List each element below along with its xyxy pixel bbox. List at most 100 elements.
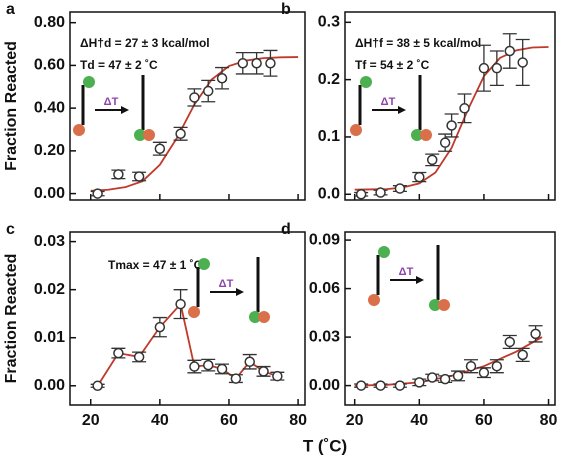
data-point [414, 171, 425, 183]
data-point [175, 298, 186, 310]
data-point [452, 370, 464, 382]
data-point [375, 187, 386, 198]
y-tick-label: 0.60 [34, 57, 65, 74]
data-point [439, 137, 451, 148]
arrow-label: ΔT [381, 96, 396, 108]
icon-quench [198, 258, 210, 270]
data-point [394, 183, 406, 194]
annotation: Td = 47 ± 2 ˚C [80, 58, 158, 72]
data-point [530, 328, 541, 340]
icon-quench [438, 299, 450, 311]
x-tick-label: 20 [346, 412, 364, 429]
data-point [230, 373, 242, 384]
x-tick-label: 40 [410, 412, 428, 429]
y-tick-label: 0.1 [318, 128, 340, 145]
x-tick-label: 80 [289, 412, 307, 429]
data-point [394, 380, 406, 391]
data-point [251, 58, 262, 69]
data-point [154, 321, 166, 333]
y-tick-label: 0.20 [34, 142, 65, 159]
data-point [459, 103, 470, 114]
y-tick-label: 0.00 [34, 185, 65, 202]
data-point [426, 372, 438, 383]
plot-frame [69, 231, 306, 406]
icon-fluor [73, 124, 85, 136]
data-point [113, 347, 124, 359]
data-point [265, 58, 276, 69]
y-tick-label: 0.00 [309, 377, 340, 394]
panel-letter: a [6, 1, 15, 18]
icon-arrowhead [398, 106, 406, 114]
data-point [504, 336, 516, 348]
data-point [202, 359, 214, 371]
icon-fluor [249, 311, 261, 323]
y-tick-label: 0.0 [318, 185, 340, 202]
data-point [439, 373, 451, 385]
y-tick-label: 0.06 [309, 280, 340, 297]
icon-quench [378, 246, 390, 258]
y-tick-label: 0.03 [34, 233, 65, 250]
data-point [189, 92, 200, 103]
data-point [375, 380, 386, 391]
y-tick-label: 0.09 [309, 231, 340, 248]
data-point [216, 363, 228, 375]
data-point [478, 367, 490, 378]
icon-fluor [411, 129, 423, 141]
data-point [517, 349, 528, 361]
x-tick-label: 40 [151, 412, 169, 429]
x-tick-label: 20 [82, 412, 100, 429]
data-point [426, 154, 438, 166]
data-point [202, 85, 214, 97]
data-point [465, 360, 477, 372]
icon-arrowhead [236, 288, 244, 296]
panel-letter: d [281, 221, 291, 238]
icon-fluor [429, 299, 441, 311]
y-axis-label: Fraction Reacted [3, 41, 20, 171]
icon-quench [258, 311, 270, 323]
icon-quench [143, 129, 155, 141]
data-point [258, 366, 269, 377]
data-point [92, 380, 103, 392]
annotation: Tmax = 47 ± 1 ˚C [108, 258, 203, 272]
y-tick-label: 0.80 [34, 14, 65, 31]
data-point [175, 128, 186, 140]
icon-quench [420, 129, 432, 141]
icon-fluor [134, 129, 146, 141]
data-point [478, 62, 490, 74]
data-point [491, 360, 503, 372]
icon-fluor [188, 306, 200, 318]
y-tick-label: 0.3 [318, 14, 340, 31]
y-tick-label: 0.00 [34, 377, 65, 394]
data-point [355, 189, 367, 200]
data-point [133, 351, 145, 363]
x-tick-label: 80 [540, 412, 558, 429]
y-tick-label: 0.01 [34, 329, 65, 346]
data-point [216, 72, 228, 84]
data-point [92, 188, 103, 199]
data-point [446, 120, 457, 131]
icon-fluor [350, 124, 362, 136]
plot-frame [344, 231, 556, 406]
data-point [272, 370, 283, 382]
x-tick-label: 60 [220, 412, 238, 429]
icon-quench [360, 76, 372, 88]
data-point [491, 62, 503, 74]
icon-quench [83, 76, 95, 88]
icon-arrowhead [416, 276, 424, 284]
data-point [517, 57, 528, 68]
data-point [113, 169, 124, 180]
y-axis-label: Fraction Reacted [3, 254, 20, 384]
data-point [133, 171, 145, 182]
data-point [237, 58, 249, 69]
data-point [355, 380, 367, 391]
annotation: ΔH†f = 38 ± 5 kcal/mol [355, 36, 481, 50]
arrow-label: ΔT [219, 278, 234, 290]
icon-fluor [368, 294, 380, 306]
panel-letter: c [6, 221, 15, 238]
data-point [154, 143, 166, 154]
data-point [244, 356, 255, 367]
arrow-label: ΔT [399, 266, 414, 278]
y-tick-label: 0.02 [34, 281, 65, 298]
y-tick-label: 0.2 [318, 71, 340, 88]
